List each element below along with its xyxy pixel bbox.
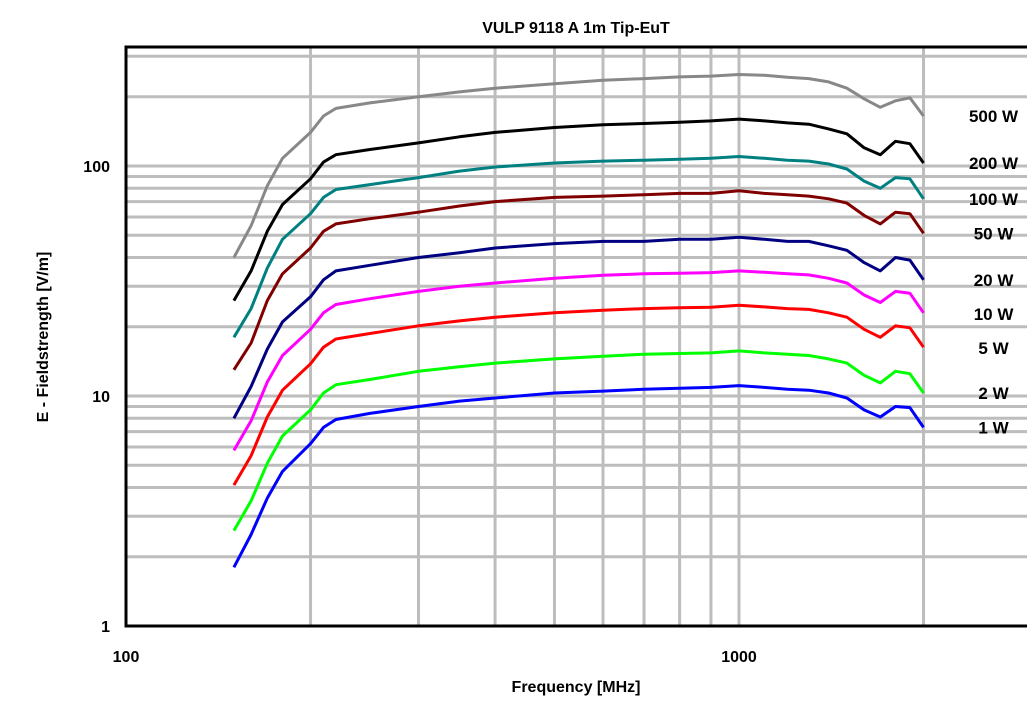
series-label: 5 W (978, 339, 1009, 358)
series-label-layer: 500 W 200 W 100 W 50 W 20 W 10 W 5 W 2 W 1 W (969, 107, 1019, 437)
series-label: 10 W (974, 305, 1015, 324)
x-tick-label: 100 (113, 649, 140, 666)
series-label: 100 W (969, 190, 1019, 209)
series-line (232, 269, 925, 452)
tick-label-layer: 100 1000 1 10 100 (83, 159, 757, 666)
series-label: 50 W (974, 224, 1015, 243)
y-tick-label: 1 (101, 619, 110, 636)
series-layer (232, 73, 925, 568)
series-label: 200 W (969, 154, 1019, 173)
y-tick-label: 100 (83, 159, 110, 176)
x-tick-label: 1000 (721, 649, 757, 666)
series-line (232, 384, 925, 568)
series-line (232, 349, 925, 532)
series-label: 2 W (978, 384, 1009, 403)
x-axis-label: Frequency [MHz] (512, 679, 641, 696)
series-line (232, 235, 925, 420)
grid-layer (126, 47, 1027, 626)
series-line (232, 303, 925, 486)
series-label: 20 W (974, 271, 1015, 290)
series-line (232, 117, 925, 302)
series-line (232, 73, 925, 259)
series-label: 500 W (969, 107, 1019, 126)
plot-frame (124, 45, 1027, 628)
series-label: 1 W (978, 418, 1009, 437)
series-line (232, 189, 925, 371)
series-line (232, 155, 925, 339)
y-axis-label: E - Fieldstrength [V/m] (35, 252, 52, 423)
y-tick-label: 10 (92, 389, 110, 406)
chart-title: VULP 9118 A 1m Tip-EuT (482, 20, 670, 37)
